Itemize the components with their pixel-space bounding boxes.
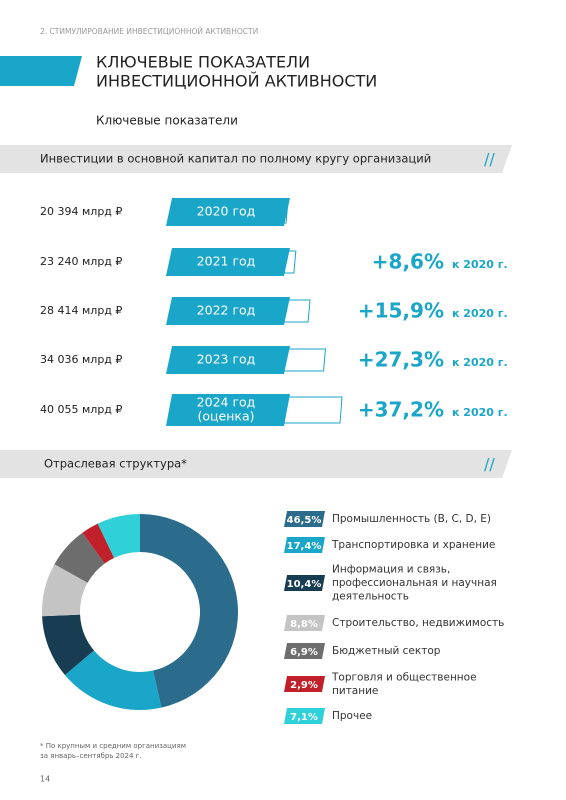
growth-label: +8,6% bbox=[372, 250, 444, 274]
donut-segment bbox=[82, 523, 115, 564]
legend-swatch bbox=[284, 511, 325, 527]
legend-swatch bbox=[284, 708, 325, 724]
year-box bbox=[166, 297, 290, 325]
legend-swatch bbox=[284, 676, 325, 692]
value-label: 23 240 млрд ₽ bbox=[40, 255, 122, 268]
legend-label: Торговля и общественное bbox=[331, 671, 477, 683]
section-band bbox=[0, 145, 512, 173]
footnote: * По крупным и средним организациям bbox=[40, 742, 186, 750]
legend-value: 8,8% bbox=[290, 619, 318, 630]
growth-note: к 2020 г. bbox=[452, 356, 508, 369]
growth-label: +37,2% bbox=[358, 398, 444, 422]
legend-value: 2,9% bbox=[290, 680, 318, 691]
title: ИНВЕСТИЦИОННОЙ АКТИВНОСТИ bbox=[96, 72, 377, 91]
donut-segment bbox=[54, 532, 105, 583]
legend-value: 46,5% bbox=[287, 515, 322, 526]
legend-value: 17,4% bbox=[287, 541, 322, 552]
legend-swatch bbox=[284, 615, 325, 631]
section-title: Отраслевая структура* bbox=[44, 457, 187, 471]
growth-note: к 2020 г. bbox=[452, 258, 508, 271]
year-label: (оценка) bbox=[198, 409, 255, 424]
year-box bbox=[166, 198, 290, 226]
subtitle: Ключевые показатели bbox=[96, 114, 238, 128]
decor: // bbox=[484, 455, 495, 474]
year-label: 2023 год bbox=[197, 352, 256, 367]
legend-label: Бюджетный сектор bbox=[332, 645, 441, 657]
year-label: 2024 год bbox=[197, 395, 256, 410]
page-number: 14 bbox=[40, 775, 50, 784]
decor: // bbox=[484, 150, 495, 169]
legend-label: Промышленность (B, C, D, E) bbox=[332, 513, 491, 525]
donut-segment bbox=[97, 514, 140, 558]
year-label: 2020 год bbox=[197, 204, 256, 219]
year-box bbox=[166, 394, 290, 426]
value-label: 40 055 млрд ₽ bbox=[40, 403, 122, 416]
legend-label: Прочее bbox=[332, 710, 372, 722]
growth-label: +15,9% bbox=[358, 299, 444, 323]
growth-note: к 2020 г. bbox=[452, 307, 508, 320]
section-label: 2. СТИМУЛИРОВАНИЕ ИНВЕСТИЦИОННОЙ АКТИВНО… bbox=[40, 27, 258, 36]
legend-label: Транспортировка и хранение bbox=[331, 539, 495, 551]
year-box bbox=[166, 346, 290, 374]
legend-swatch bbox=[284, 537, 325, 553]
legend-value: 7,1% bbox=[290, 712, 318, 723]
value-label: 20 394 млрд ₽ bbox=[40, 205, 122, 218]
legend-value: 10,4% bbox=[287, 579, 322, 590]
legend-label: Строительство, недвижимость bbox=[332, 617, 504, 629]
value-label: 34 036 млрд ₽ bbox=[40, 353, 122, 366]
donut-segment bbox=[64, 650, 162, 710]
year-label: 2021 год bbox=[197, 254, 256, 269]
legend-label: профессиональная и научная bbox=[332, 577, 497, 589]
title: КЛЮЧЕВЫЕ ПОКАЗАТЕЛИ bbox=[96, 53, 310, 72]
donut-segment bbox=[42, 614, 95, 675]
section-title: Инвестиции в основной капитал по полному… bbox=[40, 152, 431, 166]
growth-note: к 2020 г. bbox=[452, 406, 508, 419]
legend-label: Информация и связь, bbox=[332, 564, 450, 576]
value-label: 28 414 млрд ₽ bbox=[40, 304, 122, 317]
footnote: за январь–сентябрь 2024 г. bbox=[40, 752, 142, 760]
year-label: 2022 год bbox=[197, 303, 256, 318]
year-box bbox=[166, 248, 290, 276]
legend-label: деятельность bbox=[332, 591, 409, 603]
section-band bbox=[0, 450, 512, 478]
legend-swatch bbox=[284, 643, 325, 659]
legend-label: питание bbox=[332, 685, 378, 697]
growth-label: +27,3% bbox=[358, 348, 444, 372]
donut-segment bbox=[140, 514, 238, 708]
legend-value: 6,9% bbox=[290, 647, 318, 658]
donut-segment bbox=[42, 564, 88, 617]
legend-swatch bbox=[284, 575, 325, 591]
title-accent bbox=[0, 56, 82, 86]
